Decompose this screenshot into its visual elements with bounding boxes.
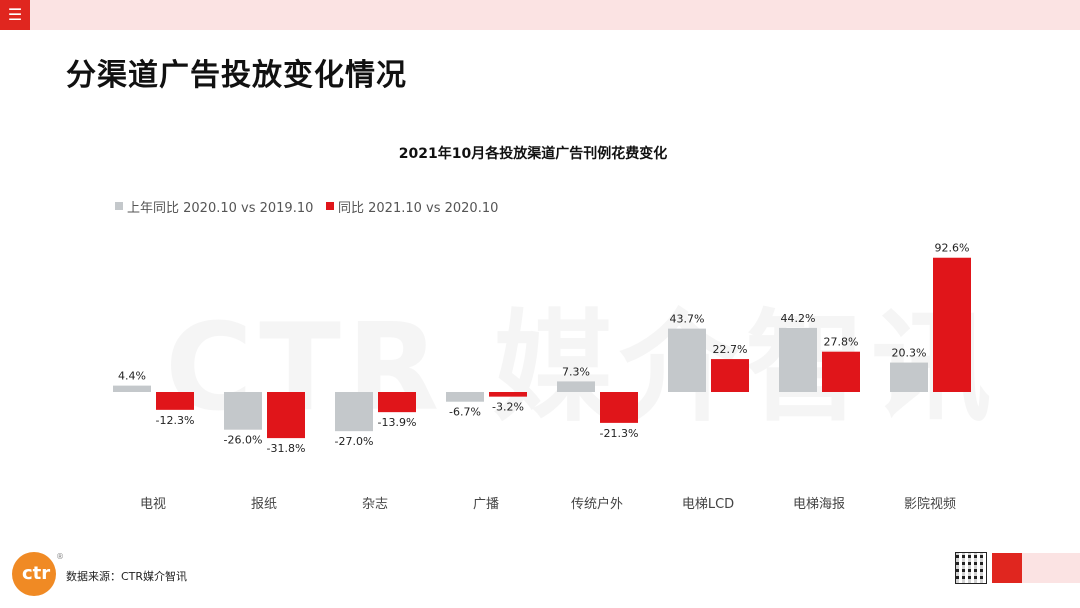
chart-legend: 上年同比 2020.10 vs 2019.10 同比 2021.10 vs 20…	[115, 201, 498, 216]
page-title: 分渠道广告投放变化情况	[66, 58, 407, 93]
value-label-current-3: -3.2%	[492, 401, 524, 414]
category-labels-group: 电视 报纸 杂志 广播 传统户外 电梯LCD 电梯海报 影院视频	[140, 496, 956, 512]
value-label-current-7: 92.6%	[935, 242, 970, 255]
value-label-prior-5: 43.7%	[670, 313, 705, 326]
value-labels-group: 4.4%-12.3%-26.0%-31.8%-27.0%-13.9%-6.7% -…	[118, 242, 969, 455]
category-label-1: 报纸	[251, 497, 277, 512]
data-source: 数据来源：CTR媒介智讯	[66, 570, 188, 583]
value-label-prior-3: -6.7%	[449, 406, 481, 419]
registered-mark: ®	[56, 552, 64, 561]
category-label-5: 电梯LCD	[682, 497, 734, 512]
category-label-6: 电梯海报	[793, 497, 845, 512]
value-label-current-6: 27.8%	[824, 336, 859, 349]
bar-current-0	[156, 392, 194, 410]
bar-prior-1	[224, 392, 262, 430]
bar-prior-0	[113, 385, 151, 392]
qr-code-icon	[955, 552, 987, 584]
legend-swatch-prior	[115, 202, 123, 210]
category-label-3: 广播	[473, 497, 499, 512]
category-label-2: 杂志	[362, 497, 388, 512]
bar-prior-4	[557, 381, 595, 392]
category-label-4: 传统户外	[571, 496, 623, 512]
bar-current-6	[822, 351, 860, 392]
bar-current-3	[489, 392, 527, 397]
value-label-current-4: -21.3%	[600, 427, 639, 440]
bar-prior-6	[779, 327, 817, 392]
bar-prior-5	[668, 328, 706, 392]
value-label-prior-1: -26.0%	[224, 434, 263, 447]
legend-swatch-current	[326, 202, 334, 210]
value-label-current-0: -12.3%	[156, 414, 195, 427]
category-label-7: 影院视频	[904, 497, 956, 512]
ctr-logo: ctr	[12, 552, 56, 596]
bar-current-7	[933, 257, 971, 392]
category-label-0: 电视	[140, 497, 166, 512]
value-label-current-1: -31.8%	[267, 442, 306, 455]
value-label-prior-6: 44.2%	[781, 312, 816, 325]
footer-red-block	[992, 553, 1022, 583]
footer-pink-block	[1022, 553, 1080, 583]
value-label-prior-0: 4.4%	[118, 370, 146, 383]
top-bar	[0, 0, 1080, 30]
bar-prior-3	[446, 392, 484, 402]
legend-label-prior: 上年同比 2020.10 vs 2019.10	[127, 201, 313, 216]
menu-icon[interactable]: ☰	[0, 0, 30, 30]
logo-text: ctr	[22, 563, 51, 584]
value-label-prior-2: -27.0%	[335, 435, 374, 448]
bar-prior-2	[335, 392, 373, 432]
bar-current-4	[600, 392, 638, 423]
value-label-prior-7: 20.3%	[892, 347, 927, 360]
bar-current-5	[711, 359, 749, 392]
bar-current-1	[267, 392, 305, 439]
value-label-current-5: 22.7%	[713, 343, 748, 356]
bar-prior-7	[890, 362, 928, 392]
chart-title: 2021年10月各投放渠道广告刊例花费变化	[399, 145, 667, 162]
legend-label-current: 同比 2021.10 vs 2020.10	[338, 201, 498, 216]
bars-group	[113, 257, 971, 439]
value-label-prior-4: 7.3%	[562, 365, 590, 378]
bar-current-2	[378, 392, 416, 413]
value-label-current-2: -13.9%	[378, 416, 417, 429]
